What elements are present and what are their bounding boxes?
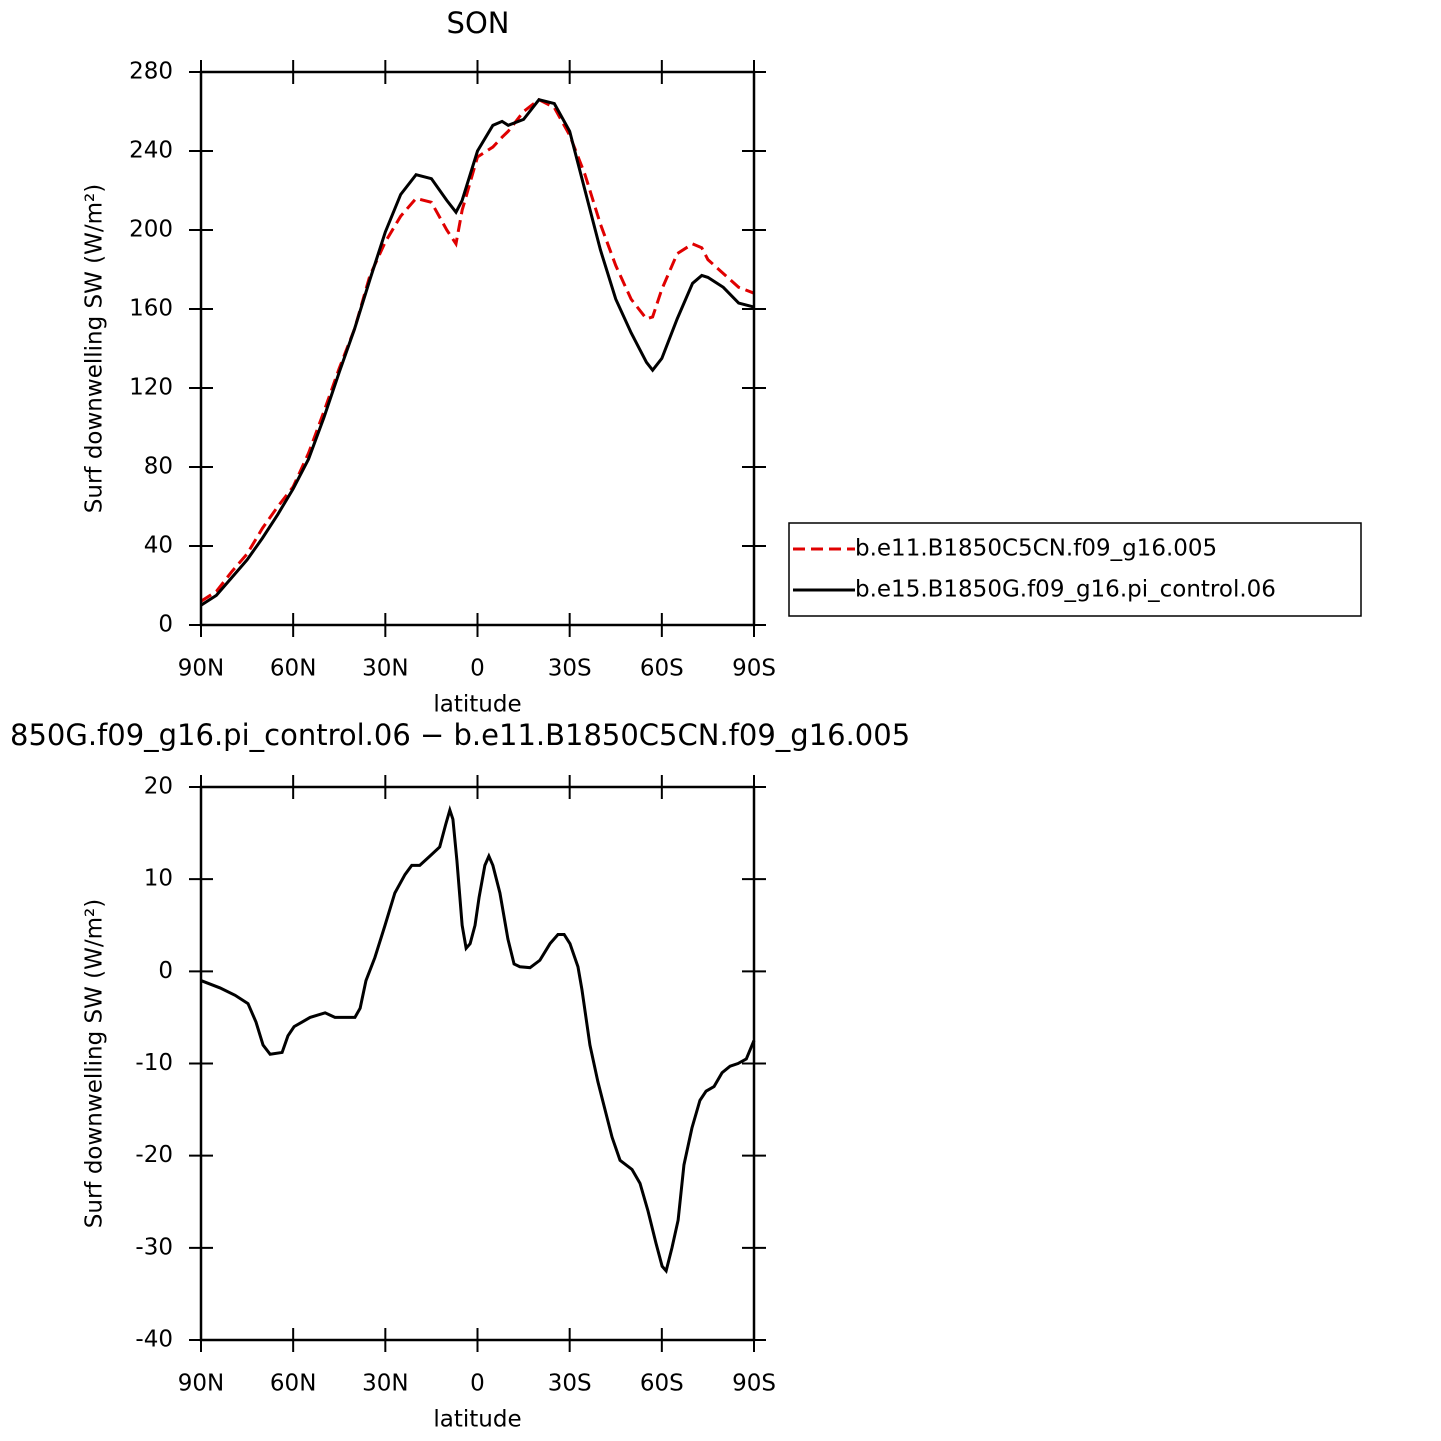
x-tick-label: 30N — [362, 656, 408, 682]
y-tick-label: 200 — [129, 217, 173, 243]
x-tick-label: 30S — [548, 656, 592, 682]
x-tick-label: 90N — [178, 1371, 224, 1397]
x-tick-label: 60S — [640, 656, 684, 682]
y-tick-label: -20 — [135, 1142, 173, 1168]
y-tick-label: -10 — [135, 1050, 173, 1076]
x-tick-label: 90S — [732, 656, 776, 682]
plot-frame — [199, 785, 756, 1342]
x-tick-label: 60N — [270, 656, 316, 682]
data-line — [200, 97, 755, 603]
y-axis-label: Surf downwelling SW (W/m²) — [82, 184, 108, 513]
y-tick-label: 20 — [144, 774, 173, 800]
x-tick-label: 30N — [362, 1371, 408, 1397]
x-tick-label: 0 — [470, 656, 485, 682]
x-tick-label: 30S — [548, 1371, 592, 1397]
x-tick-label: 90N — [178, 656, 224, 682]
x-tick-label: 60N — [270, 1371, 316, 1397]
y-tick-label: 40 — [144, 533, 173, 559]
legend-label: b.e11.B1850C5CN.f09_g16.005 — [855, 536, 1217, 562]
y-tick-label: 10 — [144, 866, 173, 892]
y-tick-label: -30 — [135, 1234, 173, 1260]
legend-box — [788, 522, 1362, 617]
chart-title: 850G.f09_g16.pi_control.06 − b.e11.B1850… — [10, 718, 910, 752]
x-tick-label: 0 — [470, 1371, 485, 1397]
plot-frame — [199, 70, 756, 627]
y-tick-label: 0 — [158, 612, 173, 638]
y-tick-label: 240 — [129, 138, 173, 164]
y-tick-label: 280 — [129, 59, 173, 85]
x-tick-label: 90S — [732, 1371, 776, 1397]
x-tick-label: 60S — [640, 1371, 684, 1397]
y-tick-label: -40 — [135, 1327, 173, 1353]
chart-title: SON — [447, 6, 510, 40]
legend-label: b.e15.B1850G.f09_g16.pi_control.06 — [855, 577, 1276, 603]
x-axis-label: latitude — [433, 692, 521, 718]
data-line — [200, 804, 756, 1275]
y-tick-label: 160 — [129, 296, 173, 322]
data-line — [200, 97, 755, 607]
y-tick-label: 120 — [129, 375, 173, 401]
y-tick-label: 0 — [158, 958, 173, 984]
y-tick-label: 80 — [144, 454, 173, 480]
y-axis-label: Surf downwelling SW (W/m²) — [82, 899, 108, 1228]
x-axis-label: latitude — [433, 1407, 521, 1433]
